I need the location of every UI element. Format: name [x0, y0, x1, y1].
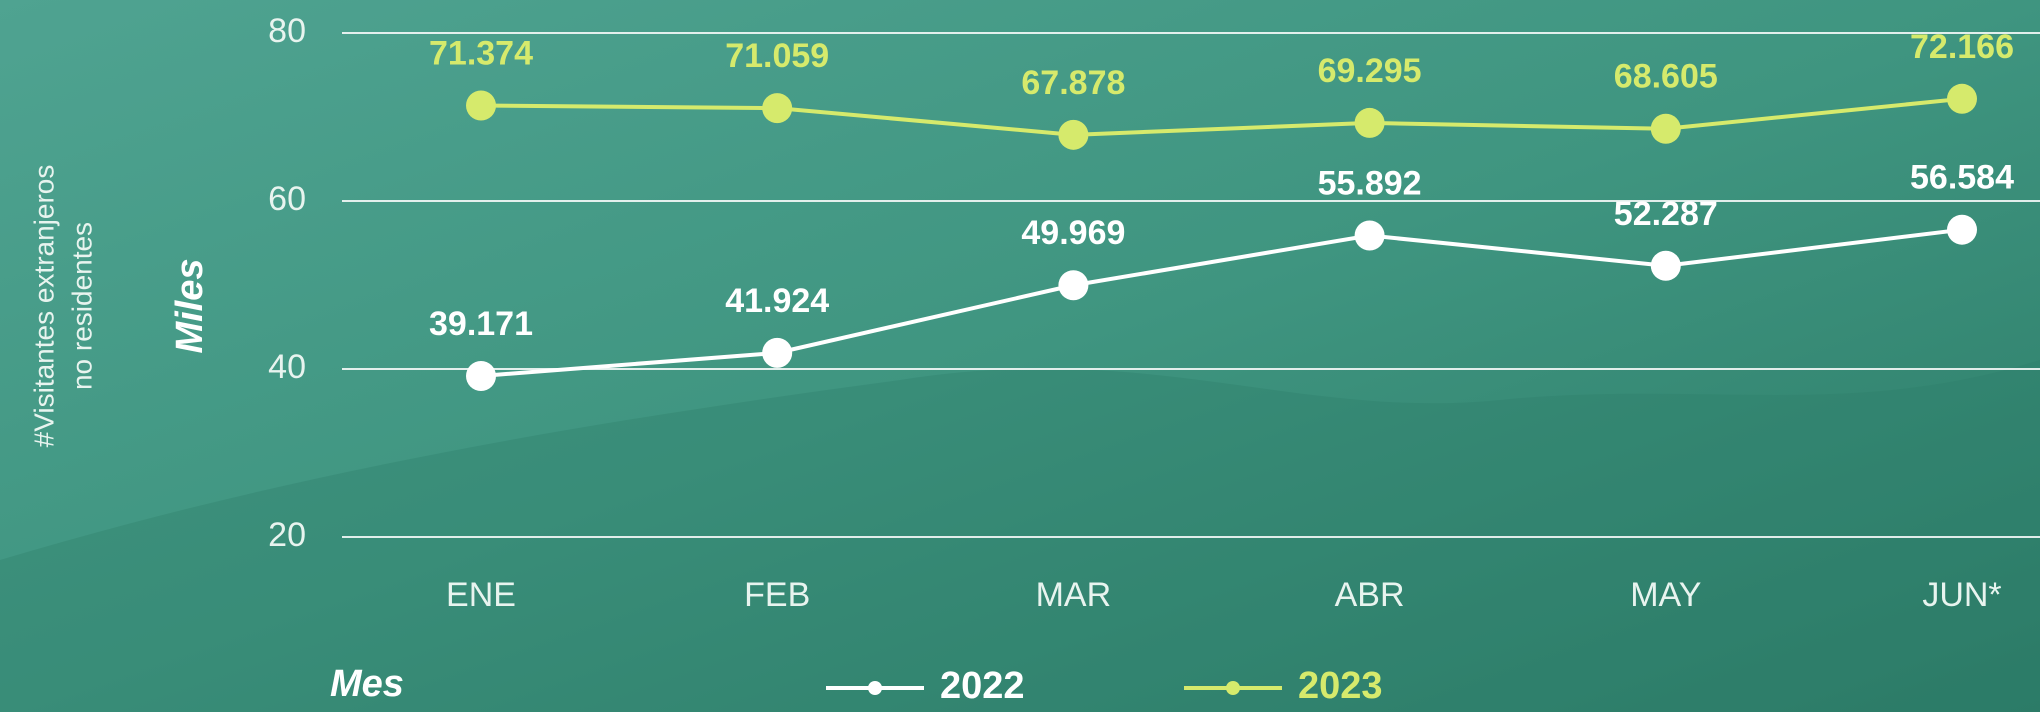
data-label: 69.295	[1318, 52, 1422, 90]
data-label: 68.605	[1614, 58, 1718, 96]
data-point	[466, 90, 496, 120]
data-point	[1947, 215, 1977, 245]
y-tick-label: 60	[268, 180, 306, 218]
y-tick-label: 80	[268, 12, 306, 50]
x-tick-label: ENE	[446, 576, 516, 614]
legend-marker	[868, 681, 882, 695]
legend-label: 2022	[940, 665, 1025, 707]
data-point	[1058, 270, 1088, 300]
x-tick-label: JUN*	[1922, 576, 2001, 614]
data-label: 39.171	[429, 305, 533, 343]
y-tick-label: 40	[268, 348, 306, 386]
data-label: 71.059	[725, 37, 829, 75]
data-label: 52.287	[1614, 195, 1718, 233]
data-point	[1651, 114, 1681, 144]
x-tick-label: FEB	[744, 576, 810, 614]
data-point	[762, 338, 792, 368]
x-tick-label: MAR	[1036, 576, 1112, 614]
legend-marker	[1226, 681, 1240, 695]
data-point	[1058, 120, 1088, 150]
x-axis-title: Mes	[330, 663, 404, 705]
data-point	[1355, 108, 1385, 138]
y-axis-side-label: no residentes	[66, 222, 97, 390]
legend-label: 2023	[1298, 665, 1383, 707]
data-label: 67.878	[1021, 64, 1125, 102]
x-tick-label: MAY	[1630, 576, 1701, 614]
y-axis-title: Miles	[169, 258, 211, 353]
x-tick-label: ABR	[1335, 576, 1405, 614]
data-point	[466, 361, 496, 391]
y-axis-side-label: #Visitantes extranjeros	[28, 165, 59, 448]
data-label: 49.969	[1021, 214, 1125, 252]
y-tick-label: 20	[268, 516, 306, 554]
chart: #Visitantes extranjeros no residentes Mi…	[0, 0, 2040, 712]
data-point	[1947, 84, 1977, 114]
data-point	[1355, 221, 1385, 251]
data-label: 71.374	[429, 34, 533, 72]
data-label: 55.892	[1318, 164, 1422, 202]
data-label: 72.166	[1910, 28, 2014, 66]
data-point	[1651, 251, 1681, 281]
data-label: 41.924	[725, 282, 829, 320]
data-point	[762, 93, 792, 123]
data-label: 56.584	[1910, 159, 2014, 197]
